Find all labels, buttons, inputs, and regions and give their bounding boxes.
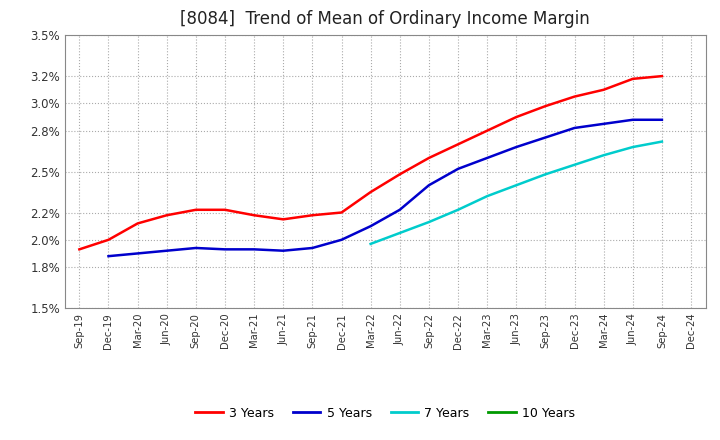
Legend: 3 Years, 5 Years, 7 Years, 10 Years: 3 Years, 5 Years, 7 Years, 10 Years (191, 402, 580, 425)
Title: [8084]  Trend of Mean of Ordinary Income Margin: [8084] Trend of Mean of Ordinary Income … (180, 10, 590, 28)
